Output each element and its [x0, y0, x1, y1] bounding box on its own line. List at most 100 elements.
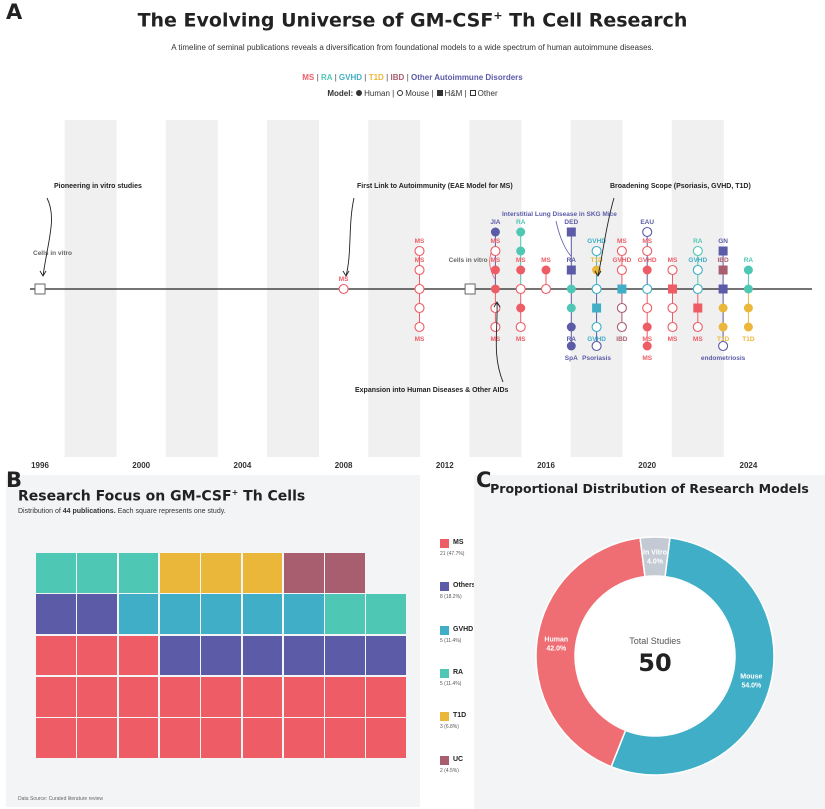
waffle-cell [366, 594, 407, 635]
waffle-cell [325, 718, 365, 758]
timeline-event-label: RA [516, 219, 526, 226]
panel-b-subtitle: Distribution of 44 publications. Each sq… [18, 508, 226, 515]
timeline-event-marker [692, 321, 703, 333]
annotation-arrow [597, 197, 615, 277]
timeline-event-marker [540, 283, 552, 295]
waffle-cell [325, 594, 365, 635]
timeline-event-marker [516, 227, 526, 237]
timeline-event-marker [516, 246, 526, 256]
waffle-cell [201, 594, 241, 635]
filled-circle-icon [356, 90, 363, 97]
timeline-event-label: MS [516, 257, 526, 264]
timeline-annotation: Expansion into Human Diseases & Other AI… [355, 387, 508, 394]
timeline-event-label: RA [567, 257, 577, 264]
timeline-event-marker [718, 265, 728, 275]
timeline-event-marker [642, 283, 653, 295]
timeline-event-marker [490, 321, 501, 333]
timeline-event-label: MS [541, 257, 551, 264]
waffle-cell [201, 635, 241, 676]
legend-category-name: UC [453, 756, 464, 763]
waffle-cell [159, 594, 200, 635]
legend-category-name: MS [453, 539, 464, 546]
timeline-event-marker [516, 265, 526, 275]
timeline-event-marker [591, 283, 602, 295]
timeline-event-marker [693, 303, 703, 313]
timeline-chart: 1996 2000 2004 2008 2012 2016 2020 2024 Cells in… [30, 120, 812, 470]
timeline-event-marker [414, 283, 425, 295]
annotation-arrow [345, 197, 355, 277]
legend-swatch-icon [440, 712, 449, 721]
donut-slice-percent: 54.0% [741, 683, 762, 690]
waffle-cell [36, 635, 76, 676]
waffle-cell [283, 718, 324, 758]
timeline-event-marker [515, 321, 526, 333]
waffle-cell [118, 553, 159, 593]
timeline-event-marker [642, 341, 652, 351]
timeline-event-marker [692, 283, 703, 295]
timeline-event-marker [692, 245, 703, 257]
timeline-event-marker [592, 303, 602, 313]
waffle-cell [283, 594, 324, 635]
arrowhead-icon [39, 270, 47, 277]
panel-b-title-main: Research Focus on GM-CSF [18, 488, 232, 505]
legend-model-item: Mouse [405, 89, 430, 98]
donut-slice-percent: 42.0% [546, 646, 567, 653]
legend-category-count: 5 (11.4%) [440, 638, 462, 644]
waffle-cell [242, 635, 283, 676]
donut-chart: Mouse 54.0% Human 42.0% In Vitro 4.0% Total St… [535, 536, 775, 776]
waffle-cell [366, 635, 407, 676]
timeline-event-marker [616, 302, 627, 314]
timeline-event-marker [692, 264, 703, 276]
timeline-event-marker [668, 284, 677, 294]
legend-category-count: 3 (6.8%) [440, 724, 459, 730]
timeline-event-label: MS [491, 238, 501, 245]
panel-a-letter: A [6, 0, 23, 24]
timeline-event-marker [616, 321, 627, 333]
timeline-event-marker [667, 264, 678, 276]
donut-slice [639, 536, 671, 578]
panel-a-title-sup: + [493, 9, 503, 22]
timeline-event-marker [338, 283, 349, 295]
timeline-event-label: MS [668, 257, 678, 264]
panel-a-title-main: The Evolving Universe of GM-CSF [137, 9, 494, 32]
filled-square-icon [436, 90, 443, 97]
timeline-event-label: Psoriasis [582, 355, 611, 362]
legend-swatch-icon [440, 582, 449, 591]
year-tick-label: 2008 [335, 461, 353, 470]
timeline-event-marker [591, 340, 602, 352]
timeline-event-label: MS [415, 336, 425, 343]
timeline-event-label: GVHD [688, 257, 707, 264]
timeline-event-marker [34, 283, 46, 295]
legend-separator: | [314, 73, 321, 82]
timeline-event-marker [414, 264, 425, 276]
donut-slice-label: Human [544, 637, 568, 644]
timeline-event-marker [616, 245, 627, 257]
timeline-event-marker [642, 245, 653, 257]
timeline-event-label: IBD [616, 336, 628, 343]
legend-category-name: Others [453, 582, 476, 589]
timeline-event-label: T1D [742, 336, 755, 343]
timeline-event-label: JIA [490, 219, 500, 226]
timeline-event-marker [743, 322, 753, 332]
waffle-cell [201, 553, 241, 593]
timeline-event-label: endometriosis [701, 355, 746, 362]
timeline-event-label: T1D [717, 336, 730, 343]
timeline-event-marker [566, 341, 576, 351]
arrowhead-icon [493, 301, 501, 308]
waffle-cell [36, 553, 76, 593]
timeline-annotation: Interstitial Lung Disease in SKG Mice [502, 211, 617, 218]
timeline-annotation: Pioneering in vitro studies [54, 183, 142, 190]
legend-category-name: GVHD [453, 626, 474, 633]
annotation-connector [489, 252, 496, 280]
timeline-event-marker [642, 226, 653, 238]
timeline-event-marker [617, 284, 627, 294]
timeline-event-marker [718, 246, 728, 256]
legend-category-count: 2 (4.5%) [440, 768, 459, 774]
timeline-event-marker [718, 322, 728, 332]
waffle-cell [118, 718, 159, 758]
waffle-cell [242, 718, 283, 758]
timeline-event-label: IBD [717, 257, 729, 264]
timeline-event-label: Cells in vitro [33, 250, 72, 257]
timeline-event-label: MS [642, 238, 652, 245]
panel-b-title-sup: + [231, 488, 239, 497]
